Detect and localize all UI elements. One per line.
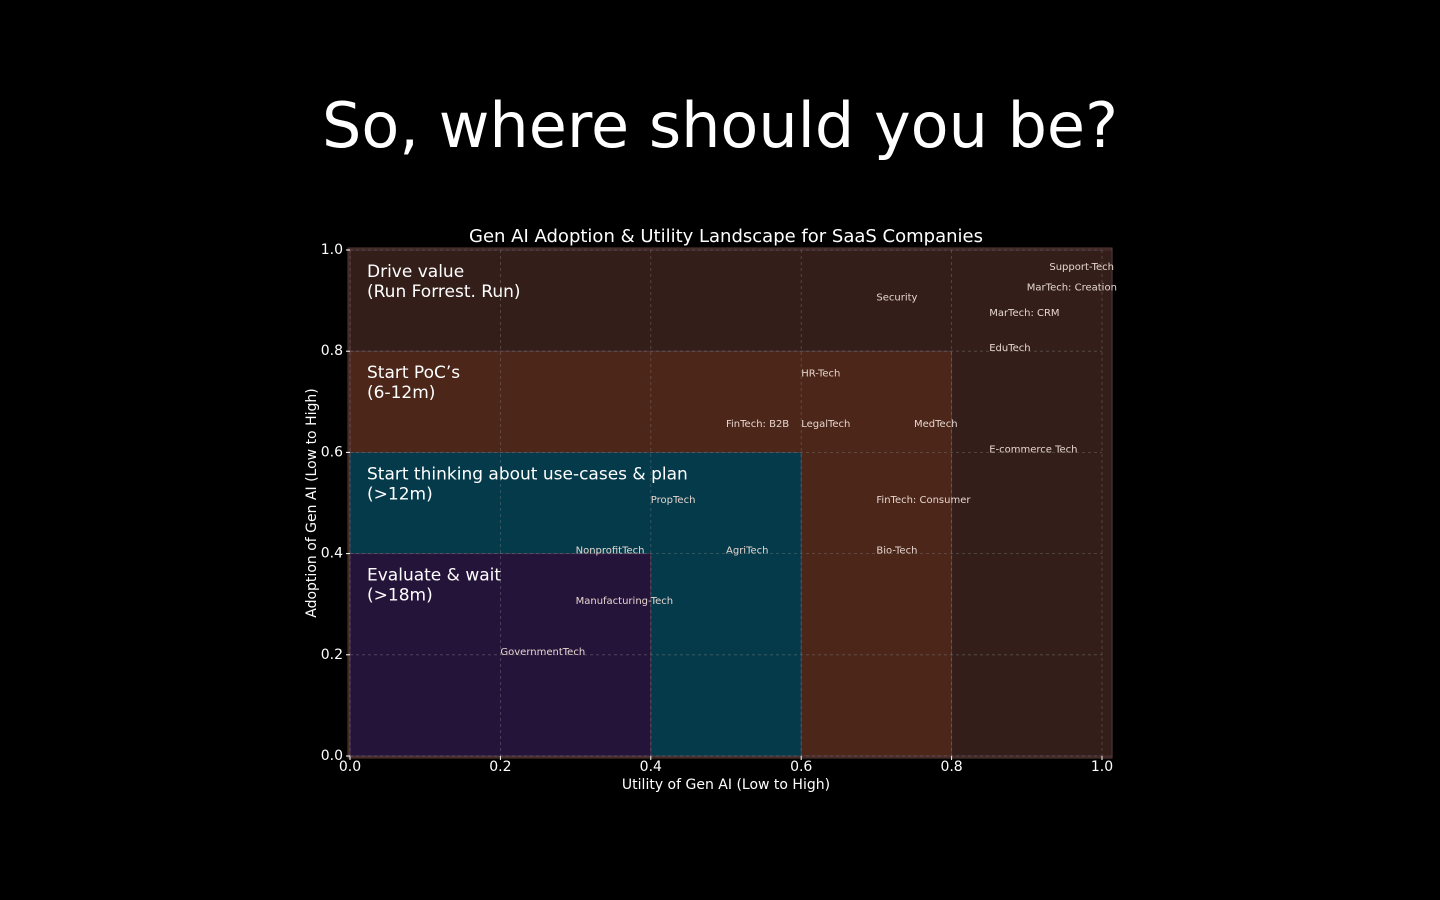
y-tick-label: 0.4 [321,546,343,562]
point-label: AgriTech [726,546,768,557]
y-axis-label: Adoption of Gen AI (Low to High) [304,388,320,617]
y-tick-label: 0.6 [321,444,343,460]
point-label: Support-Tech [1049,262,1114,273]
region-label: Start thinking about use-cases & plan [367,464,688,484]
slide-heading: So, where should you be? [322,89,1118,162]
region-label: Drive value [367,262,464,282]
y-tick-label: 0.8 [321,343,343,359]
point-label: GovernmentTech [500,647,585,658]
region-label: (Run Forrest. Run) [367,282,521,302]
region-label: (>12m) [367,484,433,504]
region-label: Evaluate & wait [367,566,501,586]
y-tick-label: 0.0 [321,748,343,764]
regions: Drive value(Run Forrest. Run) Start PoC’s… [349,249,1113,757]
point-label: Manufacturing-Tech [576,596,674,607]
point-label: E-commerce Tech [989,444,1077,455]
grid: 0.0 0.2 0.4 0.6 0.8 1.0 0.0 0.2 0.4 0.6 0.8 1.0 [321,242,1113,775]
x-tick-label: 0.4 [640,759,662,775]
chart-title: Gen AI Adoption & Utility Landscape for … [469,226,983,247]
x-axis-label: Utility of Gen AI (Low to High) [622,777,830,793]
point-label: MarTech: CRM [989,308,1059,319]
point-label: LegalTech [801,419,850,430]
point-label: MedTech [914,419,958,430]
point-label: Bio-Tech [876,546,917,557]
y-tick-label: 1.0 [321,242,343,258]
region-label: (6-12m) [367,383,435,403]
marks: Support-Tech MarTech: Creation Security Mar… [500,262,1117,658]
point-label: FinTech: B2B [726,419,789,430]
point-label: FinTech: Consumer [876,495,971,506]
y-tick-label: 0.2 [321,647,343,663]
x-tick-label: 0.8 [940,759,962,775]
region-label: (>18m) [367,586,433,606]
x-tick-label: 0.6 [790,759,812,775]
point-label: PropTech [651,495,696,506]
point-label: Security [876,293,917,304]
point-label: HR-Tech [801,369,840,380]
x-tick-label: 0.2 [489,759,511,775]
region [349,553,652,757]
region-label: Start PoC’s [367,363,460,383]
point-label: MarTech: Creation [1027,282,1117,293]
point-label: EduTech [989,343,1030,354]
x-tick-label: 0.0 [339,759,361,775]
point-label: NonprofitTech [576,546,645,557]
x-tick-label: 1.0 [1091,759,1113,775]
